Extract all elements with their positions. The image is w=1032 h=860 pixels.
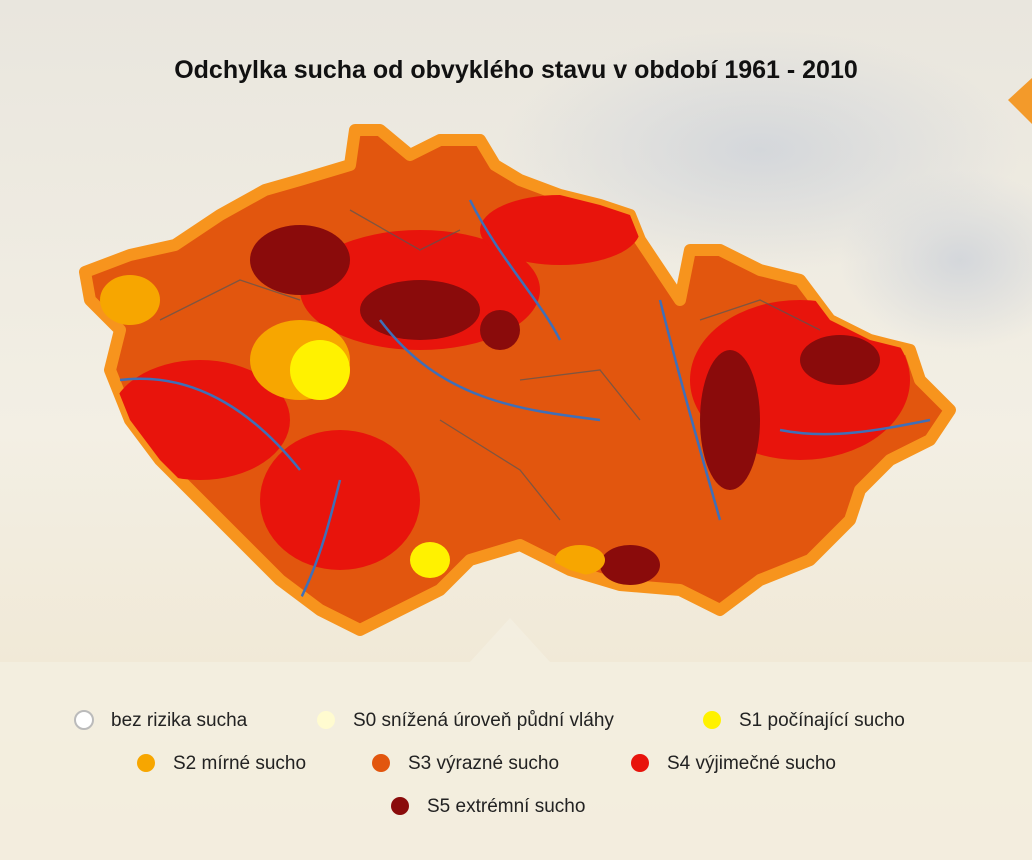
legend-swatch — [317, 711, 335, 729]
map-regions — [100, 195, 931, 601]
legend-swatch — [391, 797, 409, 815]
legend-label: S4 výjimečné sucho — [667, 753, 836, 774]
legend: bez rizika sucha S0 snížená úroveň půdní … — [74, 710, 905, 817]
legend-label: S1 počínající sucho — [739, 710, 905, 731]
legend-label: S3 výrazné sucho — [408, 753, 559, 774]
title: Odchylka sucha od obvyklého stavu v obdo… — [174, 56, 858, 84]
legend-swatch — [631, 754, 649, 772]
legend-swatch — [74, 710, 94, 730]
legend-panel — [0, 618, 1032, 860]
legend-label: bez rizika sucha — [111, 710, 248, 731]
map — [79, 124, 956, 636]
legend-label: S5 extrémní sucho — [427, 796, 585, 817]
legend-label: S0 snížená úroveň půdní vláhy — [353, 710, 614, 731]
nav-tab[interactable] — [1008, 78, 1032, 124]
legend-swatch — [703, 711, 721, 729]
legend-label: S2 mírné sucho — [173, 753, 306, 774]
cloud — [840, 170, 1032, 350]
legend-swatch — [137, 754, 155, 772]
legend-swatch — [372, 754, 390, 772]
